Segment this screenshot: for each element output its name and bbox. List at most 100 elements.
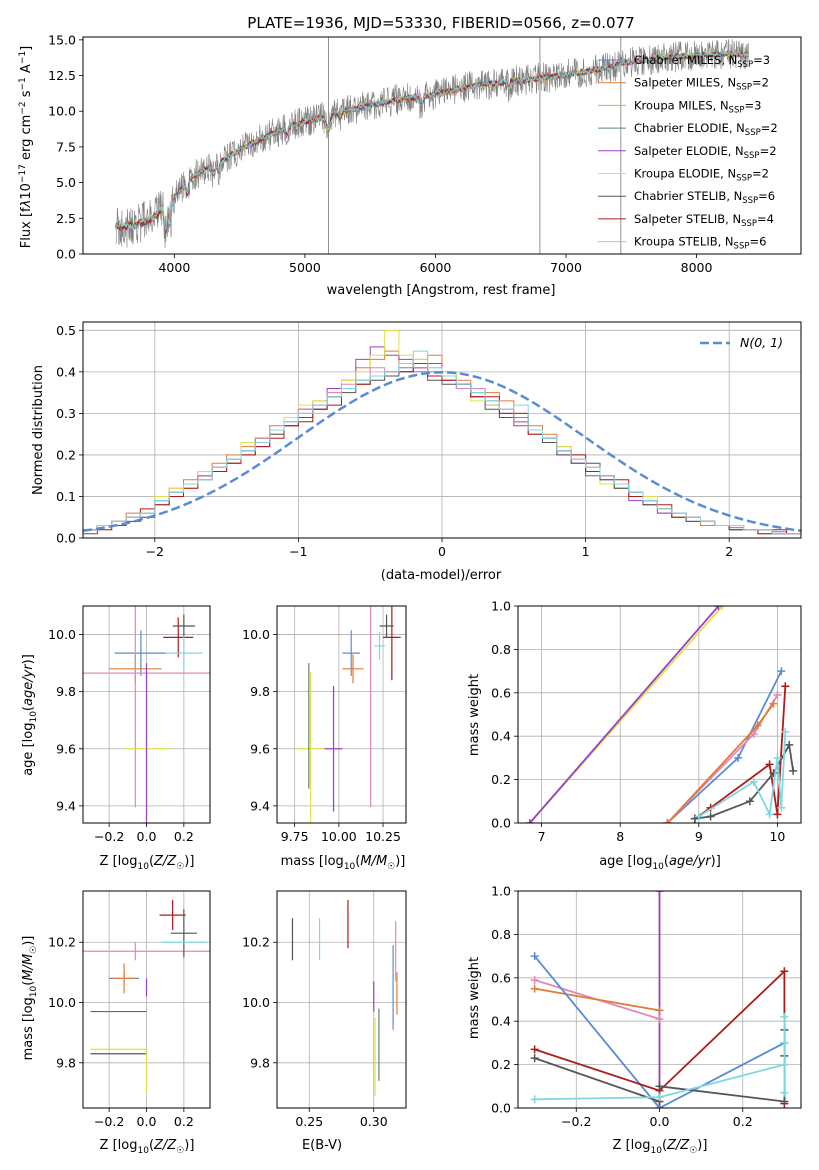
- weight-line: [534, 987, 660, 1012]
- x-tick-label: 7: [538, 829, 546, 844]
- age_vs_mass-axes: 9.75 10.00 10.25 9.4 9.6 9.8 10.0: [242, 606, 406, 844]
- weight-marker: [530, 1054, 539, 1063]
- errorbar-point: [342, 654, 364, 684]
- spectrum-axes: 4000 5000 6000 7000 8000 0.0 2.5 5.0 7.5 10.0 12.5…: [48, 32, 712, 275]
- x-tick-label: 7000: [550, 260, 582, 275]
- weight-line: [529, 606, 720, 823]
- spectrum-title: PLATE=1936, MJD=53330, FIBERID=0566, z=0…: [247, 14, 634, 32]
- legend-label: Salpeter MILES, NSSP=2: [634, 76, 769, 93]
- y-tick-label: 0.2: [491, 772, 511, 787]
- x-tick-label: 0.30: [360, 1114, 388, 1129]
- weight-marker: [773, 810, 782, 819]
- mass-vs-z-ylabel: mass [log10(M/M☉)]: [21, 936, 39, 1061]
- y-tick-label: 10.0: [242, 995, 270, 1010]
- x-tick-label: 10: [769, 829, 785, 844]
- weight-marker: [777, 667, 786, 676]
- y-tick-label: 15.0: [48, 32, 76, 47]
- weight-line: [534, 1016, 786, 1101]
- x-tick-label: −2: [146, 544, 164, 559]
- x-tick-label: 8000: [681, 260, 713, 275]
- weight-marker: [769, 699, 778, 708]
- legend-label: Kroupa MILES, NSSP=3: [634, 98, 761, 115]
- y-tick-label: 9.4: [56, 798, 76, 813]
- massweight_vs_age-frame: [517, 605, 802, 824]
- x-tick-label: 2: [725, 544, 733, 559]
- x-tick-label: 0.2: [174, 829, 194, 844]
- residual-histograms: [83, 329, 801, 535]
- errorbar-point: [112, 963, 136, 994]
- mass_vs_Z-axes: −0.2 0.0 0.2 9.8 10.0 10.2: [48, 891, 210, 1129]
- x-tick-label: 9.75: [281, 829, 309, 844]
- weight-marker: [785, 740, 794, 749]
- weight-marker: [781, 682, 790, 691]
- spectrum-legend: Chabrier MILES, NSSP=3 Salpeter MILES, NS…: [598, 53, 778, 252]
- legend-label: Chabrier ELODIE, NSSP=2: [634, 121, 778, 138]
- massweight_vs_Z-frame: [517, 890, 802, 1109]
- weight-marker: [773, 753, 782, 762]
- weight-marker: [663, 819, 672, 823]
- residuals-ylabel: Normed distribution: [31, 365, 46, 495]
- weight-marker: [530, 984, 539, 993]
- y-tick-label: 5.0: [56, 175, 76, 190]
- legend-label: Chabrier STELIB, NSSP=6: [634, 189, 775, 206]
- age_vs_Z-frame: [82, 605, 211, 824]
- y-tick-label: 0.0: [56, 531, 76, 546]
- weight-marker: [530, 1045, 539, 1054]
- weight-marker: [734, 753, 743, 762]
- weight-marker: [789, 766, 798, 775]
- weight-marker: [714, 606, 723, 610]
- weight-marker: [706, 812, 715, 821]
- errorbar-point: [83, 606, 210, 808]
- x-tick-label: 5000: [289, 260, 321, 275]
- x-tick-label: 1: [582, 544, 590, 559]
- weight-series: [690, 740, 798, 823]
- mass-vs-ebv-xlabel: E(B-V): [302, 1138, 342, 1153]
- x-tick-label: −0.2: [561, 1114, 591, 1129]
- y-tick-label: 0.1: [56, 489, 76, 504]
- weight-marker: [765, 810, 774, 819]
- age_vs_Z-errorbars: [83, 606, 210, 823]
- errorbar-point: [165, 635, 203, 671]
- age-vs-z-xlabel: Z [log10(Z/Z☉)]: [100, 854, 195, 872]
- weight-marker: [780, 1097, 789, 1106]
- y-tick-label: 0.5: [56, 323, 76, 338]
- weight-series: [663, 699, 778, 823]
- y-tick-label: 0.8: [491, 642, 511, 657]
- weight-series: [530, 1012, 789, 1104]
- massweight-vs-z-xlabel: Z [log10(Z/Z☉)]: [613, 1138, 708, 1156]
- x-tick-label: −1: [289, 544, 307, 559]
- x-tick-label: 0.2: [733, 1114, 753, 1129]
- y-tick-label: 1.0: [491, 884, 511, 899]
- y-tick-label: 10.0: [48, 995, 76, 1010]
- y-tick-label: 9.8: [56, 684, 76, 699]
- weight-line: [698, 731, 787, 818]
- y-tick-label: 0.2: [56, 447, 76, 462]
- y-tick-label: 2.5: [56, 211, 76, 226]
- y-tick-label: 0.4: [56, 364, 76, 379]
- mass_vs_EBV-frame: [276, 890, 407, 1109]
- errorbar-point: [374, 631, 385, 661]
- weight-marker: [655, 1093, 664, 1102]
- errorbar-point: [159, 900, 186, 931]
- x-tick-label: −0.2: [94, 1114, 124, 1129]
- spectrum-frame: [82, 36, 802, 255]
- y-tick-label: 12.5: [48, 68, 76, 83]
- x-tick-label: 6000: [420, 260, 452, 275]
- y-tick-label: 0.2: [491, 1057, 511, 1072]
- age_vs_mass-frame: [276, 605, 407, 824]
- y-tick-label: 0.6: [491, 970, 511, 985]
- legend-label: Chabrier MILES, NSSP=3: [634, 53, 770, 70]
- weight-marker: [780, 1088, 789, 1097]
- massweight_vs_age-axes: 7 8 9 10 0.0 0.2 0.4 0.6 0.8 1.0: [491, 599, 801, 844]
- x-tick-label: 0.0: [137, 829, 157, 844]
- weight-marker: [765, 760, 774, 769]
- y-tick-label: 0.3: [56, 406, 76, 421]
- x-tick-label: 0.2: [174, 1114, 194, 1129]
- legend-label: N(0, 1): [740, 335, 783, 350]
- weight-marker: [781, 727, 790, 736]
- weight-series: [694, 727, 790, 821]
- y-tick-label: 9.4: [250, 798, 270, 813]
- y-tick-label: 0.6: [491, 685, 511, 700]
- x-tick-label: 0.25: [295, 1114, 323, 1129]
